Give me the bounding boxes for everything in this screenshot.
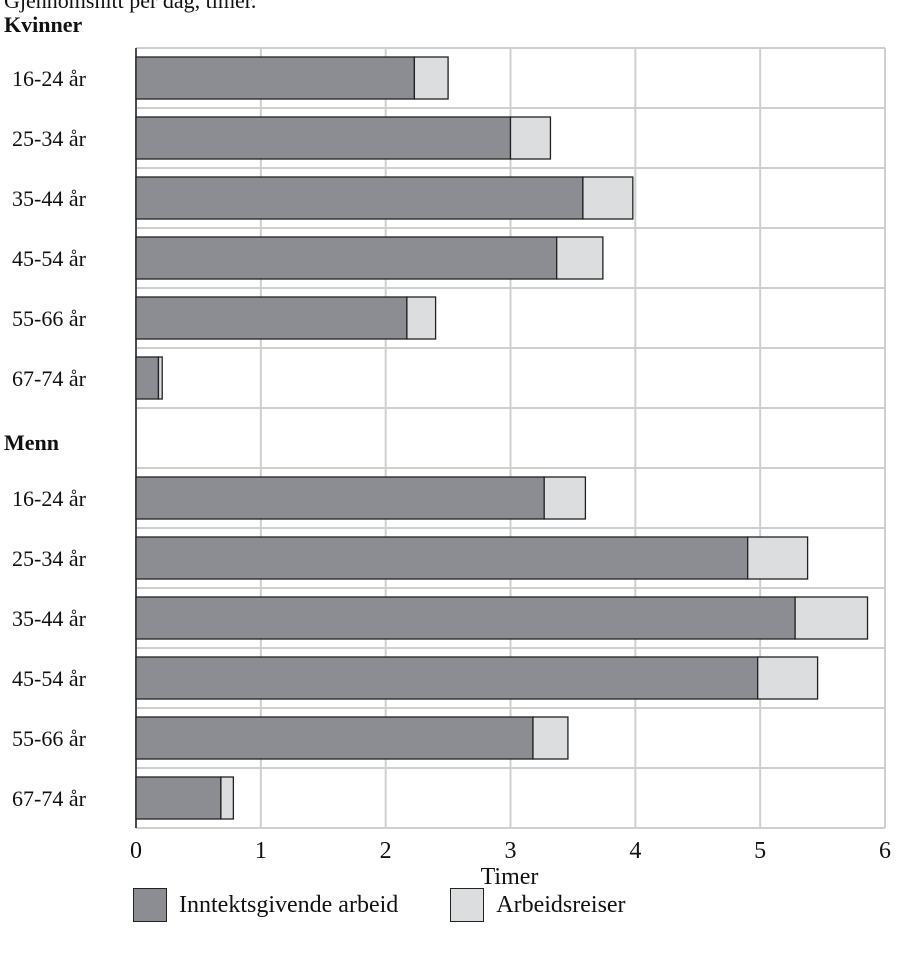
category-label: 67-74 år: [12, 786, 87, 811]
legend-label-inntekt: Inntektsgivende arbeid: [179, 891, 399, 918]
group-label-menn: Menn: [4, 430, 59, 455]
bar-reiser: [582, 176, 634, 220]
category-label: 25-34 år: [12, 546, 87, 571]
category-label: 35-44 år: [12, 606, 87, 631]
bar-inntekt: [135, 536, 749, 580]
bar-reiser: [509, 116, 552, 160]
x-tick-label: 3: [505, 838, 517, 864]
bar-reiser: [220, 776, 235, 820]
bar-inntekt: [135, 596, 796, 640]
category-label: 35-44 år: [12, 186, 87, 211]
chart-legend: Inntektsgivende arbeid Arbeidsreiser: [133, 888, 626, 922]
bar-inntekt: [135, 656, 759, 700]
category-label: 16-24 år: [12, 486, 87, 511]
x-axis-label: Timer: [481, 864, 539, 890]
legend-swatch-reiser: [450, 888, 485, 922]
bar-reiser: [757, 656, 819, 700]
bar-reiser: [157, 356, 163, 400]
x-tick-label: 2: [380, 838, 392, 864]
category-label: 55-66 år: [12, 726, 87, 751]
bar-reiser: [532, 716, 569, 760]
x-tick-label: 1: [255, 838, 267, 864]
bar-inntekt: [135, 476, 545, 520]
bar-inntekt: [135, 776, 222, 820]
category-label: 45-54 år: [12, 666, 87, 691]
legend-item-inntekt: Inntektsgivende arbeid: [133, 888, 398, 922]
bar-inntekt: [135, 236, 558, 280]
x-tick-label: 5: [754, 838, 766, 864]
category-label: 25-34 år: [12, 126, 87, 151]
chart-subtitle: Gjennomsnitt per dag, timer.: [4, 0, 257, 13]
group-label-kvinner: Kvinner: [4, 12, 83, 37]
x-tick-label: 4: [629, 838, 641, 864]
x-tick-label: 6: [879, 838, 891, 864]
bar-reiser: [794, 596, 869, 640]
legend-label-reiser: Arbeidsreiser: [496, 891, 626, 918]
bar-reiser: [406, 296, 437, 340]
bar-inntekt: [135, 716, 534, 760]
bar-reiser: [413, 56, 449, 100]
bar-reiser: [543, 476, 587, 520]
category-label: 67-74 år: [12, 366, 87, 391]
bar-reiser: [556, 236, 604, 280]
bar-inntekt: [135, 56, 416, 100]
x-tick-label: 0: [130, 838, 142, 864]
bar-inntekt: [135, 176, 584, 220]
bar-inntekt: [135, 356, 160, 400]
bar-inntekt: [135, 116, 512, 160]
bar-inntekt: [135, 296, 408, 340]
category-label: 16-24 år: [12, 66, 87, 91]
category-label: 55-66 år: [12, 306, 87, 331]
category-label: 45-54 år: [12, 246, 87, 271]
bar-reiser: [747, 536, 809, 580]
legend-swatch-inntekt: [133, 888, 167, 922]
legend-item-reiser: Arbeidsreiser: [450, 888, 626, 922]
